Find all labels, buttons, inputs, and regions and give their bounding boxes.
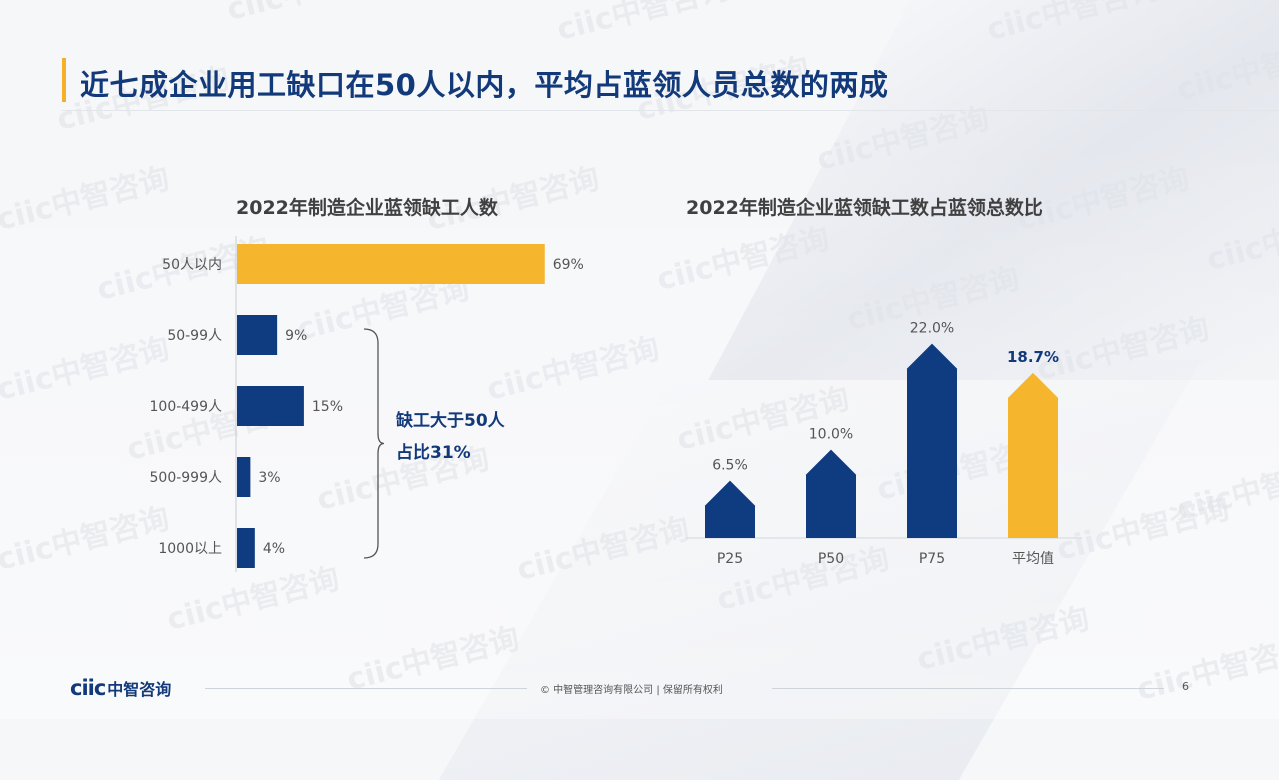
column-category-label: P50 (818, 551, 844, 567)
category-label: 50-99人 (167, 328, 222, 344)
copyright-text: © 中智管理咨询有限公司 | 保留所有权利 (540, 685, 723, 696)
column-2 (907, 343, 957, 538)
column-1 (806, 449, 856, 538)
column-0 (705, 480, 755, 538)
column-category-label: P25 (717, 551, 743, 567)
category-label: 100-499人 (150, 399, 223, 415)
column-chart: 6.5% P25 10.0% P50 22.0% P75 18.7% 平均值 (686, 321, 1082, 567)
column-category-label: 平均值 (1012, 551, 1054, 567)
horizontal-bar-chart: 50人以内 69% 50-99人 9% 100-499人 15% 500-999人 3% 100… (150, 236, 584, 572)
annotation-line-1: 缺工大于50人 (396, 411, 505, 431)
column-category-label: P75 (919, 551, 945, 567)
column-value-label: 10.0% (809, 427, 853, 443)
footer-divider (772, 688, 1164, 689)
bar-2 (237, 386, 304, 426)
page-number: 6 (1182, 680, 1189, 693)
ciic-logo: ciic 中智咨询 (70, 676, 172, 700)
category-label: 1000以上 (158, 541, 222, 557)
value-label: 9% (285, 328, 307, 344)
column-value-label: 6.5% (712, 458, 748, 474)
column-value-label: 18.7% (1007, 348, 1059, 366)
page-title: 近七成企业用工缺口在50人以内，平均占蓝领人员总数的两成 (80, 68, 889, 102)
column-chart-title: 2022年制造企业蓝领缺工数占蓝领总数比 (686, 197, 1043, 219)
bar-1 (237, 315, 278, 355)
value-label: 69% (553, 257, 584, 273)
footer-divider (205, 688, 527, 689)
bar-0 (237, 244, 545, 284)
value-label: 4% (263, 541, 285, 557)
group-brace (363, 328, 385, 559)
value-label: 3% (258, 470, 280, 486)
category-label: 50人以内 (162, 257, 222, 273)
value-label: 15% (312, 399, 343, 415)
title-divider (62, 110, 1279, 111)
bar-chart-title: 2022年制造企业蓝领缺工人数 (236, 197, 498, 219)
logo-text: ciic (70, 676, 106, 700)
title-accent-bar (62, 58, 66, 102)
bar-3 (237, 457, 251, 497)
bar-4 (237, 528, 255, 568)
logo-cn-text: 中智咨询 (107, 680, 172, 699)
column-value-label: 22.0% (910, 321, 954, 337)
category-label: 500-999人 (150, 470, 223, 486)
annotation-line-2: 占比31% (396, 443, 471, 463)
column-3 (1008, 372, 1058, 538)
